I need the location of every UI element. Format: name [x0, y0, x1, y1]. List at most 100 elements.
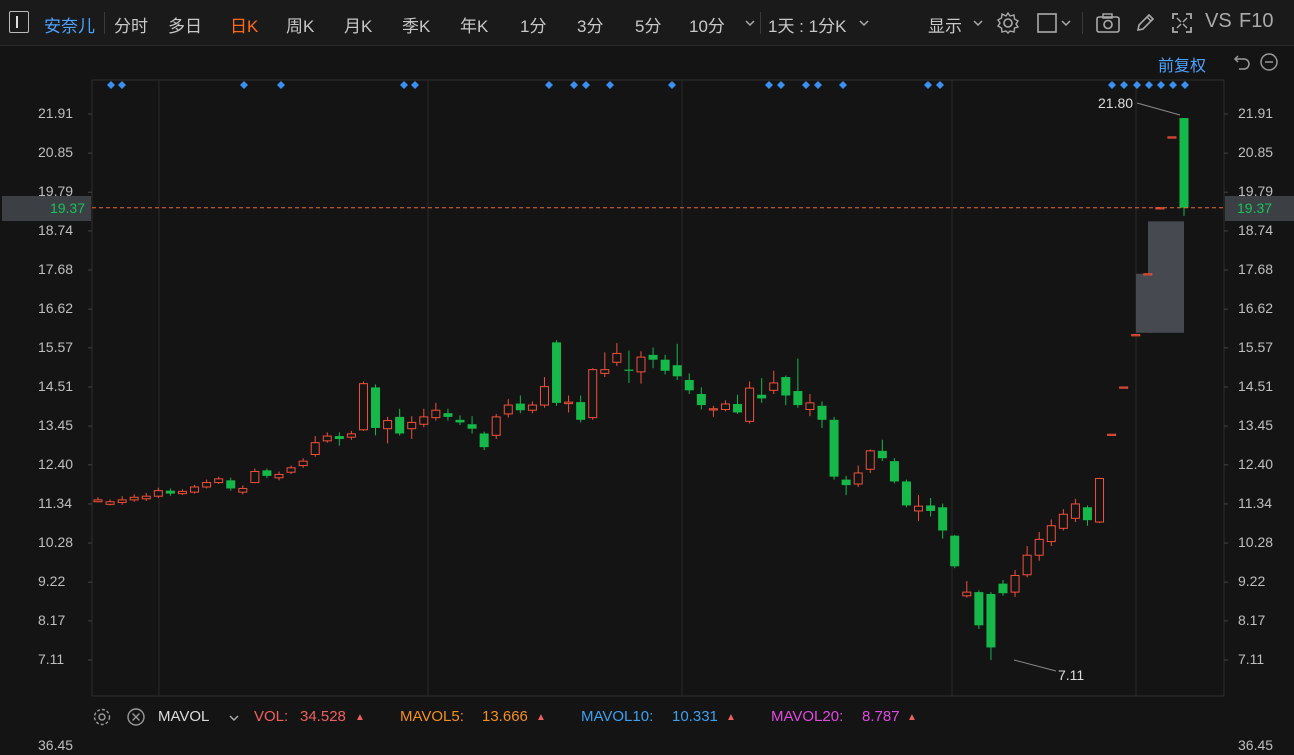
candle[interactable] [1070, 498, 1080, 523]
candle[interactable] [1046, 519, 1056, 547]
event-marker-icon[interactable] [1120, 81, 1128, 89]
candle[interactable] [1167, 136, 1177, 139]
chevron-down-icon[interactable] [228, 712, 240, 724]
candle[interactable] [479, 431, 489, 451]
candle[interactable] [624, 350, 634, 383]
candle[interactable] [419, 408, 429, 428]
candle[interactable] [841, 475, 851, 496]
event-marker-icon[interactable] [582, 81, 590, 89]
candle[interactable] [1179, 118, 1189, 216]
candle[interactable] [1131, 334, 1141, 337]
indicator-name[interactable]: MAVOL [158, 708, 210, 725]
candle[interactable] [539, 377, 549, 408]
candle[interactable] [672, 343, 682, 380]
candle[interactable] [576, 395, 586, 423]
candles[interactable] [93, 118, 1189, 660]
chevron-down-icon[interactable] [972, 17, 984, 29]
candle[interactable] [383, 416, 393, 444]
event-marker-icon[interactable] [411, 81, 419, 89]
candle[interactable] [1082, 505, 1092, 526]
event-marker-icon[interactable] [1169, 81, 1177, 89]
price-adjust-toggle[interactable]: 前复权 [1158, 58, 1207, 75]
period-tab-10min[interactable]: 10分 [689, 17, 725, 36]
event-marker-icon[interactable] [118, 81, 126, 89]
event-markers[interactable] [107, 81, 1189, 89]
f10-button[interactable]: F10 [1239, 10, 1274, 32]
period-tab-monthly[interactable]: 月K [344, 17, 373, 36]
candle[interactable] [93, 497, 103, 503]
event-marker-icon[interactable] [777, 81, 785, 89]
candle[interactable] [431, 402, 441, 421]
candle[interactable] [853, 465, 863, 487]
candle[interactable] [503, 399, 513, 418]
candle[interactable] [117, 496, 127, 505]
candle[interactable] [829, 416, 839, 480]
event-marker-icon[interactable] [765, 81, 773, 89]
period-tab-quarterly[interactable]: 季K [402, 17, 431, 36]
layout-square-icon[interactable] [1036, 12, 1058, 34]
period-tab-intraday[interactable]: 分时 [114, 17, 148, 36]
candle[interactable] [914, 495, 924, 521]
candle[interactable] [1058, 509, 1068, 531]
candle[interactable] [286, 465, 296, 475]
event-marker-icon[interactable] [1157, 81, 1165, 89]
period-tab-weekly[interactable]: 周K [286, 17, 315, 36]
candle[interactable] [926, 498, 936, 517]
candle[interactable] [708, 405, 718, 417]
candle[interactable] [238, 485, 248, 495]
candle[interactable] [515, 395, 525, 414]
candle[interactable] [817, 401, 827, 428]
candle[interactable] [395, 408, 405, 436]
candle[interactable] [720, 400, 730, 412]
candle[interactable] [467, 416, 477, 434]
chevron-down-icon[interactable] [1060, 17, 1072, 29]
event-marker-icon[interactable] [1108, 81, 1116, 89]
candle[interactable] [889, 458, 899, 484]
candle[interactable] [950, 534, 960, 569]
candle[interactable] [105, 499, 115, 506]
candle[interactable] [165, 488, 175, 496]
candle[interactable] [491, 413, 501, 440]
candle[interactable] [250, 468, 260, 484]
zoom-out-icon[interactable] [1259, 52, 1279, 72]
candle[interactable] [346, 430, 356, 440]
event-marker-icon[interactable] [1133, 81, 1141, 89]
candle[interactable] [877, 439, 887, 462]
candle[interactable] [660, 354, 670, 375]
candle[interactable] [865, 449, 875, 473]
period-tab-1min[interactable]: 1分 [520, 17, 547, 36]
candle[interactable] [153, 487, 163, 499]
vs-compare-button[interactable]: VS [1205, 10, 1232, 32]
display-menu[interactable]: 显示 [928, 17, 962, 36]
candle[interactable] [1022, 546, 1032, 578]
candle[interactable] [974, 590, 984, 630]
candle[interactable] [793, 358, 803, 408]
candle[interactable] [552, 340, 562, 406]
candle[interactable] [588, 368, 598, 420]
candle[interactable] [986, 592, 996, 660]
period-tab-daily[interactable]: 日K [230, 17, 259, 36]
pencil-draw-icon[interactable] [1134, 12, 1156, 34]
event-marker-icon[interactable] [400, 81, 408, 89]
candle[interactable] [1034, 531, 1044, 561]
interval-select[interactable]: 1天 : 1分K [768, 17, 847, 36]
candle[interactable] [564, 395, 574, 413]
candle[interactable] [298, 458, 308, 468]
event-marker-icon[interactable] [606, 81, 614, 89]
settings-gear-icon[interactable] [996, 11, 1020, 35]
candle[interactable] [190, 484, 200, 494]
sidebar-toggle-icon[interactable] [9, 11, 29, 33]
candle[interactable] [1095, 477, 1105, 524]
event-marker-icon[interactable] [802, 81, 810, 89]
candle[interactable] [733, 394, 743, 414]
event-marker-icon[interactable] [814, 81, 822, 89]
stock-symbol[interactable]: 安奈儿 [44, 17, 95, 36]
candle[interactable] [636, 351, 646, 384]
undo-icon[interactable] [1232, 52, 1252, 72]
event-marker-icon[interactable] [277, 81, 285, 89]
candle[interactable] [443, 408, 453, 421]
event-marker-icon[interactable] [545, 81, 553, 89]
event-marker-icon[interactable] [1145, 81, 1153, 89]
candle[interactable] [901, 479, 911, 508]
candle[interactable] [648, 347, 658, 369]
